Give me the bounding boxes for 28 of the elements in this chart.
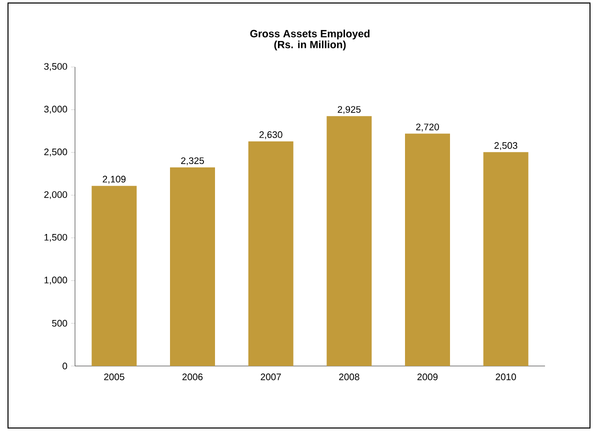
bar (170, 167, 216, 366)
y-tick-label: 3,500 (44, 63, 68, 71)
data-label: 2,109 (102, 176, 126, 184)
x-tick-label: 2006 (182, 374, 203, 380)
bar (248, 141, 294, 366)
data-label: 2,925 (338, 106, 361, 114)
data-label: 2,503 (494, 142, 518, 150)
y-tick-label: 1,000 (44, 276, 68, 284)
y-tick-label: 3,000 (44, 106, 68, 114)
x-tick-label: 2005 (104, 374, 124, 380)
y-tick-label: 2,500 (44, 148, 68, 156)
chart-subtitle: (Rs. in Million) (274, 40, 346, 50)
bar (483, 152, 528, 366)
y-tick-label: 1,500 (44, 234, 68, 242)
data-label: 2,630 (259, 131, 282, 140)
chart-title: Gross Assets Employed (250, 30, 370, 40)
x-tick-label: 2007 (260, 374, 281, 380)
y-tick-label: 0 (62, 362, 68, 370)
data-label: 2,325 (181, 157, 204, 166)
x-tick-label: 2009 (417, 374, 438, 380)
bar (326, 116, 372, 366)
bar (405, 134, 450, 366)
data-label: 2,720 (416, 124, 439, 132)
bar (92, 186, 137, 366)
y-tick-label: 500 (52, 320, 68, 327)
y-tick-label: 2,000 (44, 191, 68, 200)
x-tick-label: 2008 (339, 374, 360, 380)
x-tick-label: 2010 (496, 374, 516, 380)
